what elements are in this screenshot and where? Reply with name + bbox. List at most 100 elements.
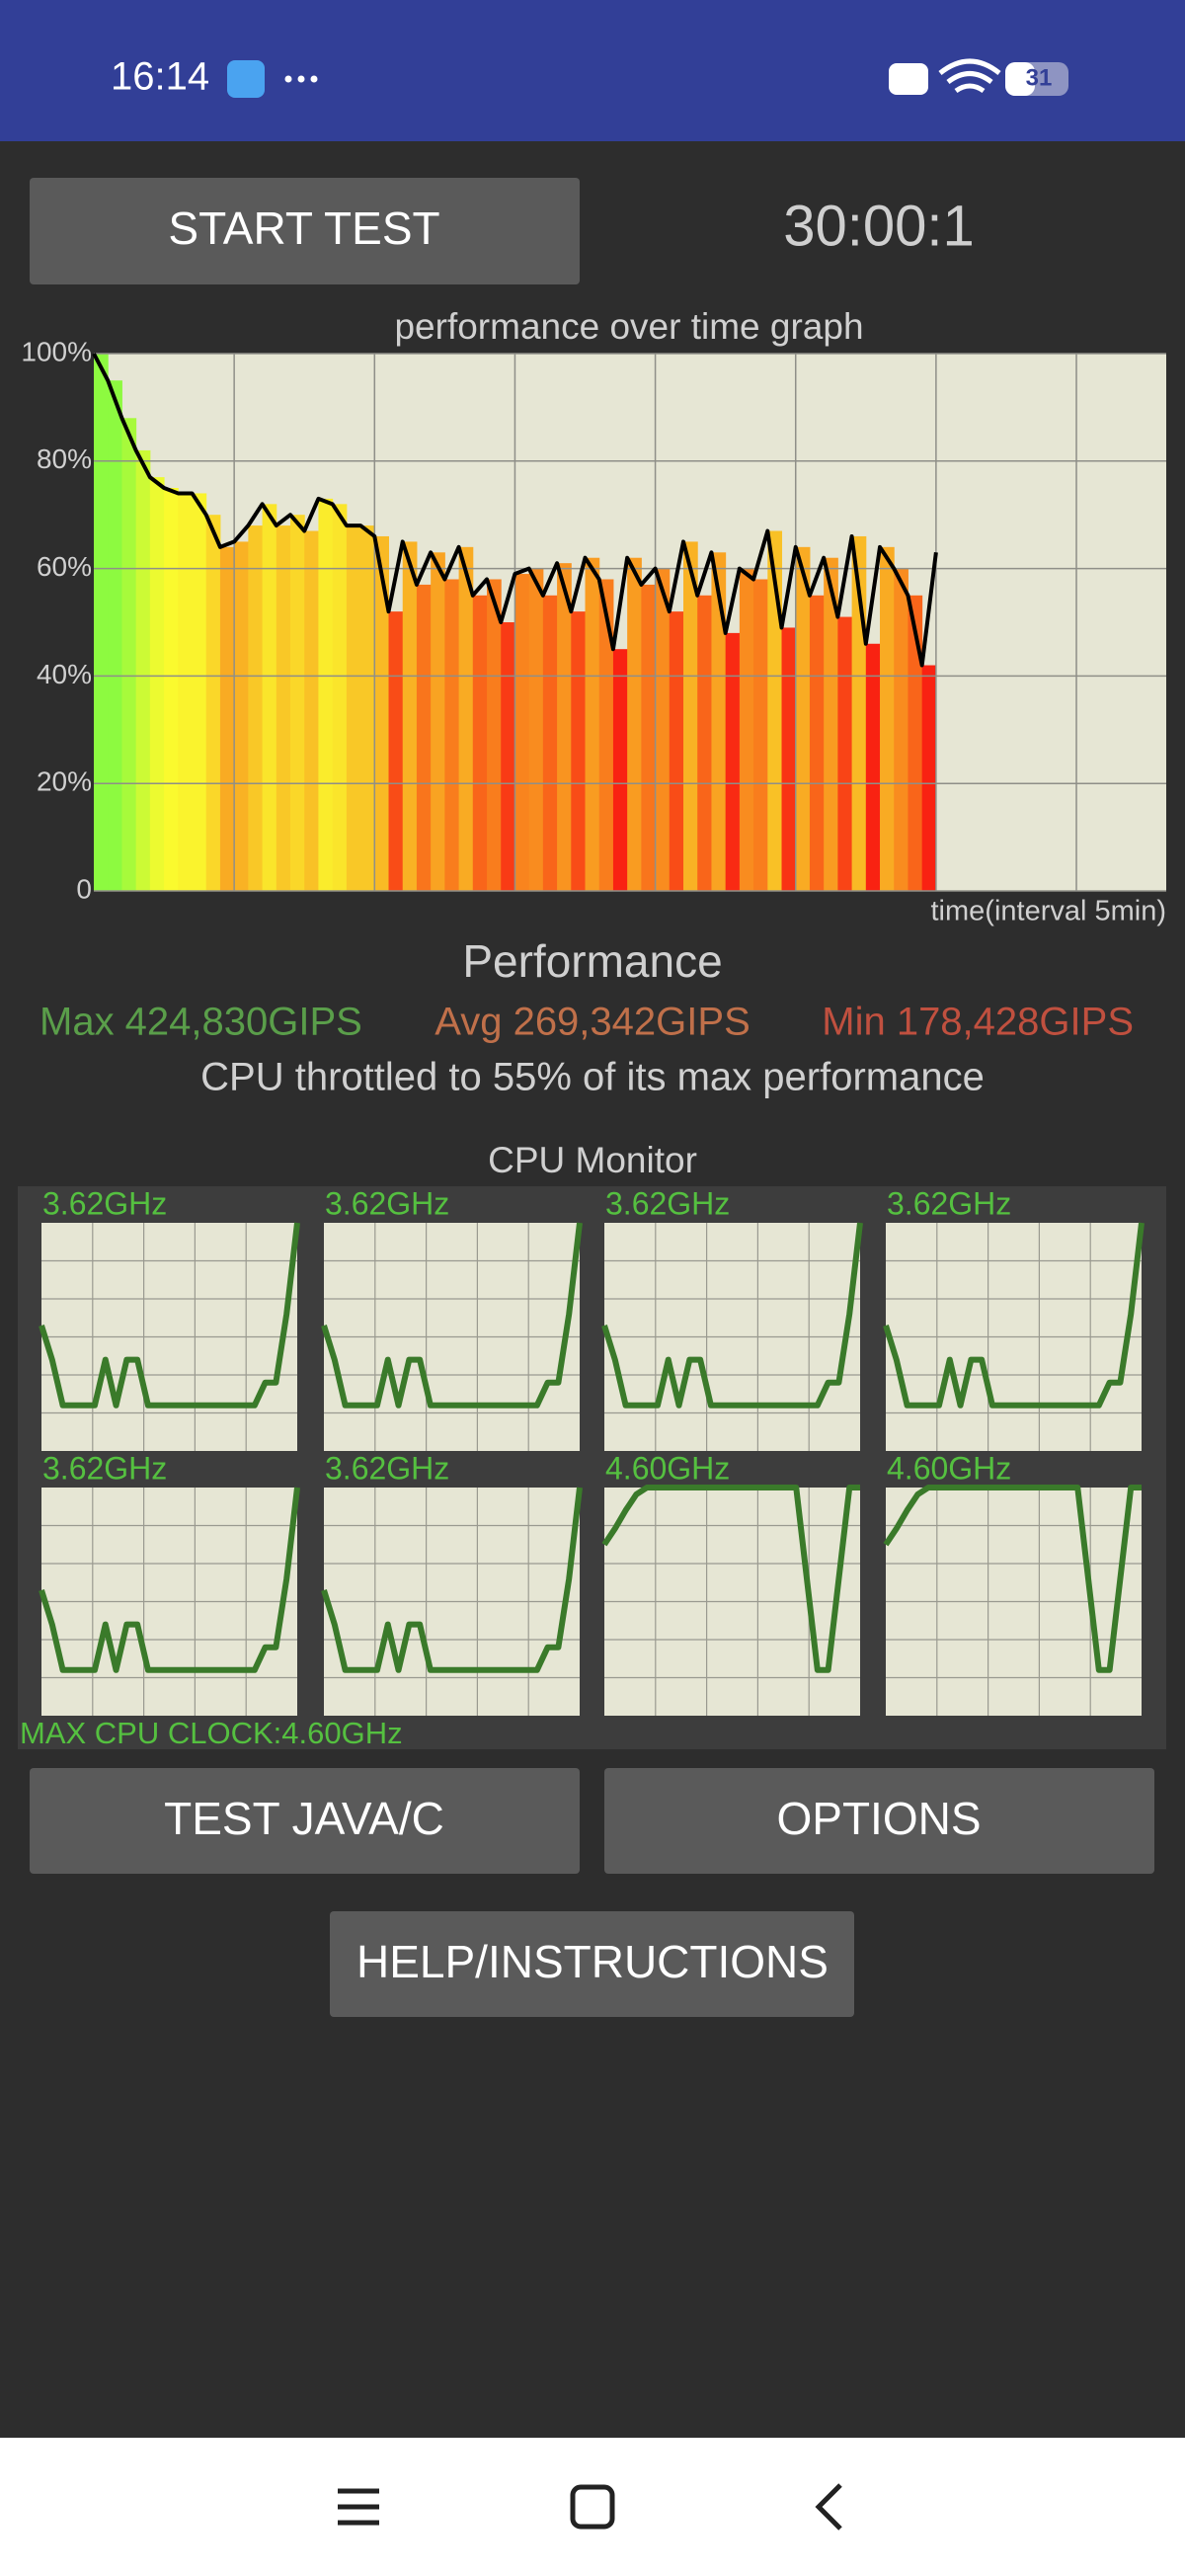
test-java-c-button[interactable]: TEST JAVA/C	[30, 1768, 580, 1874]
performance-bar	[248, 525, 264, 891]
performance-bar	[627, 557, 642, 891]
y-tick-label: 100%	[21, 336, 92, 366]
performance-heading: Performance	[462, 935, 722, 987]
performance-bar	[514, 574, 530, 891]
core-frequency: 3.62GHz	[42, 1185, 167, 1221]
cpu-cores: 3.62GHz 3.62GHz 3.62GHz 3.62GHz 3.62GHz 3.62G…	[39, 1185, 1145, 1716]
throttle-text: CPU throttled to 55% of its max performa…	[200, 1056, 985, 1099]
performance-bar	[865, 643, 881, 891]
back-button[interactable]	[815, 2483, 842, 2531]
home-button[interactable]	[570, 2484, 615, 2530]
performance-bar	[921, 665, 937, 891]
core-line	[601, 1485, 860, 1673]
more-dots	[284, 75, 318, 83]
status-bar	[0, 0, 1185, 141]
menu-button[interactable]	[338, 2488, 379, 2526]
performance-bar	[598, 579, 614, 891]
min-score: Min 178,428GIPS	[822, 1001, 1134, 1044]
performance-bar	[528, 568, 544, 891]
performance-bar	[669, 611, 684, 891]
core-line	[321, 1222, 583, 1409]
performance-bar	[108, 380, 122, 891]
core-frequency: 4.60GHz	[887, 1450, 1011, 1486]
y-tick-label: 40%	[37, 659, 92, 689]
y-tick-label: 0	[76, 873, 92, 904]
performance-bar	[753, 579, 768, 891]
button-label: TEST JAVA/C	[164, 1793, 444, 1844]
chart-title: performance over time graph	[394, 306, 863, 347]
performance-bar	[795, 546, 811, 891]
performance-bar	[346, 525, 361, 891]
options-button[interactable]: OPTIONS	[604, 1768, 1154, 1874]
button-bg	[30, 1768, 580, 1874]
performance-bar	[388, 611, 404, 891]
battery-text: 31	[1026, 64, 1053, 91]
performance-bar	[318, 498, 334, 891]
core-frequency: 3.62GHz	[325, 1450, 449, 1486]
performance-bar	[781, 627, 797, 891]
core-line	[601, 1222, 863, 1409]
max-score: Max 424,830GIPS	[40, 1001, 362, 1044]
core-line	[39, 1222, 300, 1409]
performance-bar	[501, 622, 515, 891]
performance-bar	[192, 493, 207, 891]
performance-bar	[571, 611, 587, 891]
performance-bar	[612, 649, 628, 891]
performance-bar	[472, 595, 488, 891]
core-frequency: 3.62GHz	[325, 1185, 449, 1221]
core-line	[883, 1485, 1142, 1673]
plot	[92, 353, 1166, 892]
core-frequency: 4.60GHz	[605, 1450, 730, 1486]
performance-bar	[164, 488, 179, 891]
performance-bar	[767, 530, 783, 891]
nav-bar	[0, 2438, 1185, 2576]
help-button[interactable]: HELP/INSTRUCTIONS	[330, 1911, 854, 2017]
performance-bar	[304, 530, 319, 891]
performance-bar	[697, 595, 712, 891]
avg-score: Avg 269,342GIPS	[434, 1001, 750, 1044]
performance-line	[92, 353, 938, 668]
performance-bar	[262, 504, 277, 891]
performance-bar	[458, 546, 474, 891]
performance-bar	[837, 616, 853, 891]
y-tick-label: 60%	[37, 551, 92, 582]
performance-bar	[135, 449, 151, 891]
button-label: HELP/INSTRUCTIONS	[356, 1936, 829, 1987]
button-bg	[30, 178, 580, 284]
core-line	[39, 1487, 300, 1673]
app-icon	[227, 60, 265, 98]
performance-bar	[880, 546, 895, 891]
y-tick-label: 80%	[37, 443, 92, 474]
performance-bar	[431, 552, 445, 891]
performance-bar	[360, 525, 375, 891]
button-label: START TEST	[168, 202, 439, 254]
core-frequency: 3.62GHz	[887, 1185, 1011, 1221]
start-test-button[interactable]: START TEST	[30, 178, 580, 284]
performance-bar	[290, 515, 305, 891]
performance-bar	[683, 541, 698, 891]
performance-bar	[444, 579, 460, 891]
wifi-icon	[938, 58, 1001, 94]
core-frequency: 3.62GHz	[42, 1450, 167, 1486]
button-label: OPTIONS	[776, 1793, 981, 1844]
performance-bar	[641, 584, 657, 891]
performance-bar	[402, 541, 418, 891]
performance-bar	[725, 632, 741, 891]
performance-bar	[711, 552, 727, 891]
performance-bar	[94, 354, 109, 891]
notification-icon	[889, 63, 928, 95]
performance-bar	[332, 504, 348, 891]
performance-bar	[824, 557, 838, 891]
performance-bar	[557, 563, 572, 891]
performance-bar	[219, 546, 235, 891]
timer: 30:00:1	[783, 194, 975, 258]
performance-bar	[809, 595, 825, 891]
performance-bar	[585, 557, 600, 891]
performance-bar	[178, 493, 194, 891]
performance-bar	[487, 579, 502, 891]
clock: 16:14	[111, 55, 209, 99]
performance-bar	[121, 418, 137, 891]
performance-bar	[416, 584, 432, 891]
core-line	[883, 1222, 1145, 1409]
